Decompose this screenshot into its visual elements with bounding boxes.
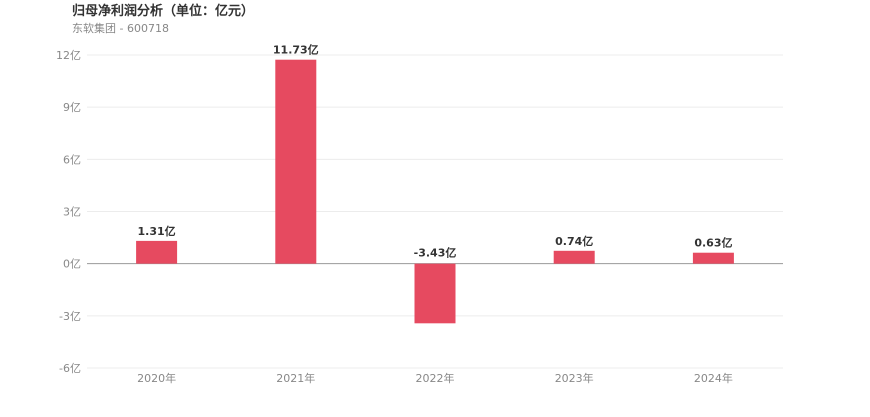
x-tick-label: 2022年 bbox=[416, 371, 455, 385]
x-tick-label: 2023年 bbox=[555, 371, 594, 385]
bar[interactable] bbox=[553, 250, 595, 264]
bar[interactable] bbox=[692, 252, 734, 264]
bar-data-label: 0.63亿 bbox=[694, 236, 732, 250]
x-tick-label: 2020年 bbox=[137, 371, 176, 385]
y-tick-label: -3亿 bbox=[59, 310, 81, 323]
chart-title: 归母净利润分析（单位：亿元） bbox=[72, 4, 255, 19]
y-tick-label: 12亿 bbox=[56, 49, 81, 62]
y-tick-label: 0亿 bbox=[63, 258, 81, 271]
bar[interactable] bbox=[414, 263, 456, 324]
bar-data-label: 0.74亿 bbox=[555, 234, 593, 248]
bar-data-label: 11.73亿 bbox=[273, 43, 319, 57]
y-tick-label: 6亿 bbox=[63, 153, 81, 166]
x-tick-label: 2021年 bbox=[276, 371, 315, 385]
bar-data-label: -3.43亿 bbox=[414, 246, 457, 260]
x-tick-label: 2024年 bbox=[694, 371, 733, 385]
y-tick-label: 3亿 bbox=[63, 206, 81, 219]
bar[interactable] bbox=[136, 240, 178, 264]
y-tick-label: -6亿 bbox=[59, 362, 81, 375]
chart-subtitle: 东软集团 - 600718 bbox=[72, 22, 169, 35]
y-tick-label: 9亿 bbox=[63, 101, 81, 114]
bar-data-label: 1.31亿 bbox=[138, 224, 176, 238]
bar[interactable] bbox=[275, 59, 317, 264]
